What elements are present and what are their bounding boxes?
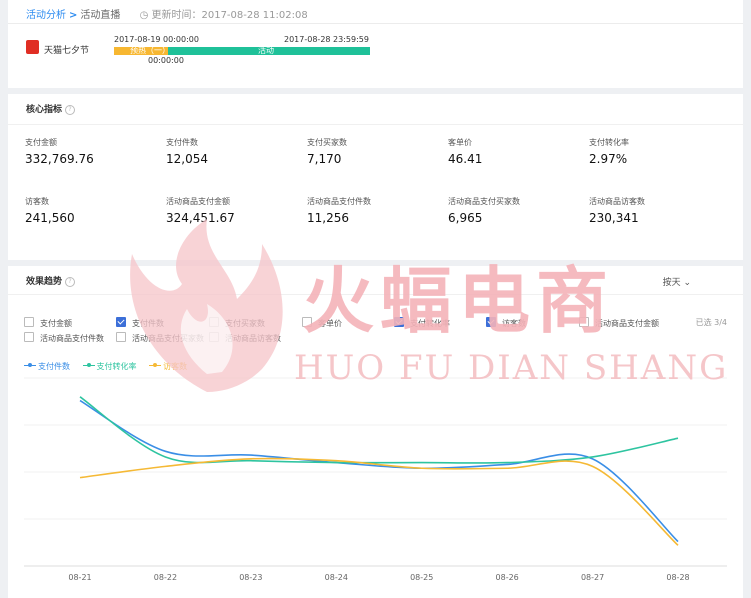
x-tick-label: 08-21 xyxy=(68,573,91,582)
metric-campaign-pay-buyers: 活动商品支付买家数 6,965 xyxy=(448,197,520,225)
trend-panel: 效果趋势? 按天 ⌄ 支付金额 支付件数 支付买家数 客单价 支付转化率 访客数… xyxy=(8,266,743,598)
selected-count: 已选 3/4 xyxy=(695,318,727,327)
breadcrumb-current: 活动直播 xyxy=(80,10,121,21)
chevron-down-icon: ⌄ xyxy=(683,278,691,288)
x-tick-label: 08-27 xyxy=(581,573,604,582)
x-tick-label: 08-24 xyxy=(325,573,348,582)
metric-option-conversion-rate[interactable]: 支付转化率 xyxy=(394,317,450,329)
metric-option-campaign-pay-amount[interactable]: 活动商品支付金额 xyxy=(579,317,659,329)
x-tick-label: 08-23 xyxy=(239,573,262,582)
series-line-2[interactable] xyxy=(79,457,679,546)
timeline-phase-preheat-label: 预热（一） xyxy=(130,46,170,55)
event-name: 天猫七夕节 xyxy=(44,46,90,56)
divider xyxy=(8,23,743,24)
series-line-1[interactable] xyxy=(79,396,679,464)
metric-visitors: 访客数 241,560 xyxy=(25,197,75,225)
checkbox[interactable] xyxy=(116,332,126,342)
metric-pay-items: 支付件数 12,054 xyxy=(166,138,208,166)
checkbox[interactable] xyxy=(302,317,312,327)
help-icon[interactable]: ? xyxy=(65,105,76,115)
metric-avg-order-value: 客单价 46.41 xyxy=(448,138,483,166)
metric-campaign-pay-amount: 活动商品支付金额 324,451.67 xyxy=(166,197,235,225)
trend-line-chart: 08-21 08-22 08-23 08-24 08-25 08-26 08-27 08-28 xyxy=(24,377,727,582)
metric-campaign-pay-items: 活动商品支付件数 11,256 xyxy=(307,197,371,225)
x-tick-label: 08-22 xyxy=(154,573,177,582)
clock-icon: ◷ xyxy=(139,10,152,21)
help-icon[interactable]: ? xyxy=(65,277,76,287)
checkbox[interactable] xyxy=(24,317,34,327)
series-line-0[interactable] xyxy=(79,399,679,543)
breadcrumb-separator: > xyxy=(69,10,78,21)
core-metrics-panel: 核心指标? 支付金额 332,769.76 支付件数 12,054 支付买家数 7,1… xyxy=(8,94,743,260)
checkbox-checked[interactable] xyxy=(394,317,404,327)
breadcrumb: 活动分析 > 活动直播 ◷ 更新时间：2017-08-28 11:02:08 xyxy=(26,6,308,21)
divider xyxy=(8,294,743,295)
metric-option-visitors[interactable]: 访客数 xyxy=(486,317,526,329)
metric-option-pay-amount[interactable]: 支付金额 xyxy=(24,317,72,329)
metric-option-campaign-pay-items[interactable]: 活动商品支付件数 xyxy=(24,332,104,344)
checkbox[interactable] xyxy=(24,332,34,342)
metric-pay-buyers: 支付买家数 7,170 xyxy=(307,138,347,166)
metric-conversion-rate: 支付转化率 2.97% xyxy=(589,138,629,166)
timeline-phase-preheat[interactable] xyxy=(114,47,168,55)
x-tick-label: 08-28 xyxy=(666,573,689,582)
breadcrumb-activity-analysis[interactable]: 活动分析 xyxy=(26,10,66,21)
checkbox-checked[interactable] xyxy=(116,317,126,327)
metric-option-avg-order-value[interactable]: 客单价 xyxy=(302,317,342,329)
x-tick-label: 08-26 xyxy=(496,573,519,582)
timeline-end: 2017-08-28 23:59:59 xyxy=(284,35,369,44)
legend-item-pay-items[interactable]: 支付件数 xyxy=(24,361,70,372)
timeline-start-wrapped: 00:00:00 xyxy=(148,56,184,65)
update-time: ◷ 更新时间：2017-08-28 11:02:08 xyxy=(139,10,308,21)
timeline-phase-main[interactable] xyxy=(168,47,370,55)
metric-pay-amount: 支付金额 332,769.76 xyxy=(25,138,94,166)
divider xyxy=(8,124,743,125)
tmall-logo-icon xyxy=(26,40,39,54)
core-metrics-title: 核心指标? xyxy=(26,102,76,115)
trend-title: 效果趋势? xyxy=(26,274,76,287)
x-tick-label: 08-25 xyxy=(410,573,433,582)
metric-campaign-visitors: 活动商品访客数 230,341 xyxy=(589,197,645,225)
timeline-start: 2017-08-19 00:00:00 xyxy=(114,35,199,44)
granularity-select[interactable]: 按天 ⌄ xyxy=(662,278,691,288)
checkbox[interactable] xyxy=(579,317,589,327)
checkbox-checked[interactable] xyxy=(486,317,496,327)
activity-header: 活动分析 > 活动直播 ◷ 更新时间：2017-08-28 11:02:08 天猫七… xyxy=(8,0,743,88)
legend-item-conversion-rate[interactable]: 支付转化率 xyxy=(82,361,137,372)
timeline-phase-main-label: 活动 xyxy=(258,46,274,55)
